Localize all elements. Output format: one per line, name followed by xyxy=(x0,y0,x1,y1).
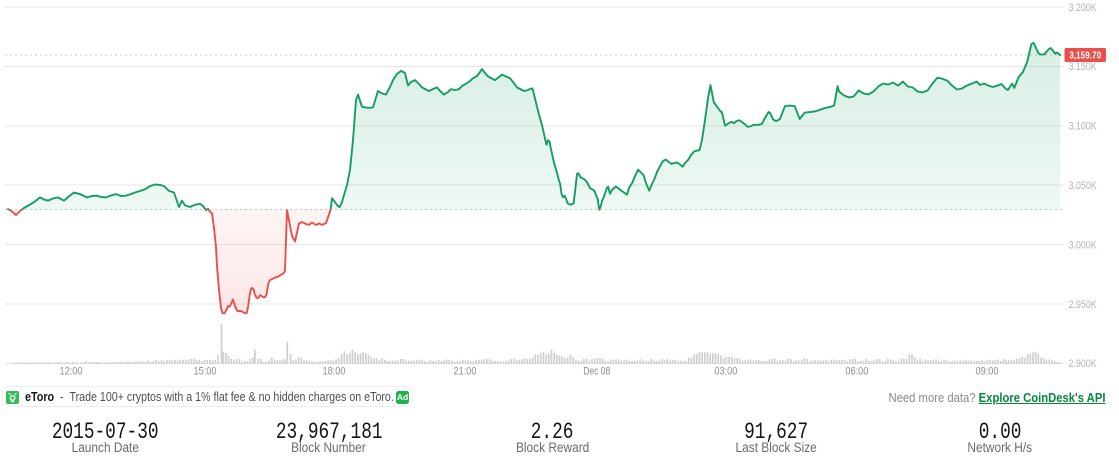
svg-text:3,159.70: 3,159.70 xyxy=(1069,50,1101,62)
svg-text:2.950K: 2.950K xyxy=(1069,299,1098,311)
svg-text:Dec 08: Dec 08 xyxy=(583,366,610,378)
svg-text:09:00: 09:00 xyxy=(976,366,999,378)
svg-text:2.900K: 2.900K xyxy=(1069,358,1098,370)
svg-text:3.150K: 3.150K xyxy=(1069,61,1098,73)
svg-text:3.050K: 3.050K xyxy=(1069,180,1098,192)
svg-text:3.000K: 3.000K xyxy=(1069,239,1098,251)
svg-text:15:00: 15:00 xyxy=(194,366,217,378)
svg-text:06:00: 06:00 xyxy=(845,366,868,378)
svg-text:21:00: 21:00 xyxy=(454,366,477,378)
svg-text:3.100K: 3.100K xyxy=(1069,121,1098,133)
svg-text:18:00: 18:00 xyxy=(323,366,346,378)
svg-text:03:00: 03:00 xyxy=(714,366,737,378)
svg-text:12:00: 12:00 xyxy=(60,366,83,378)
svg-text:3.200K: 3.200K xyxy=(1069,2,1098,14)
